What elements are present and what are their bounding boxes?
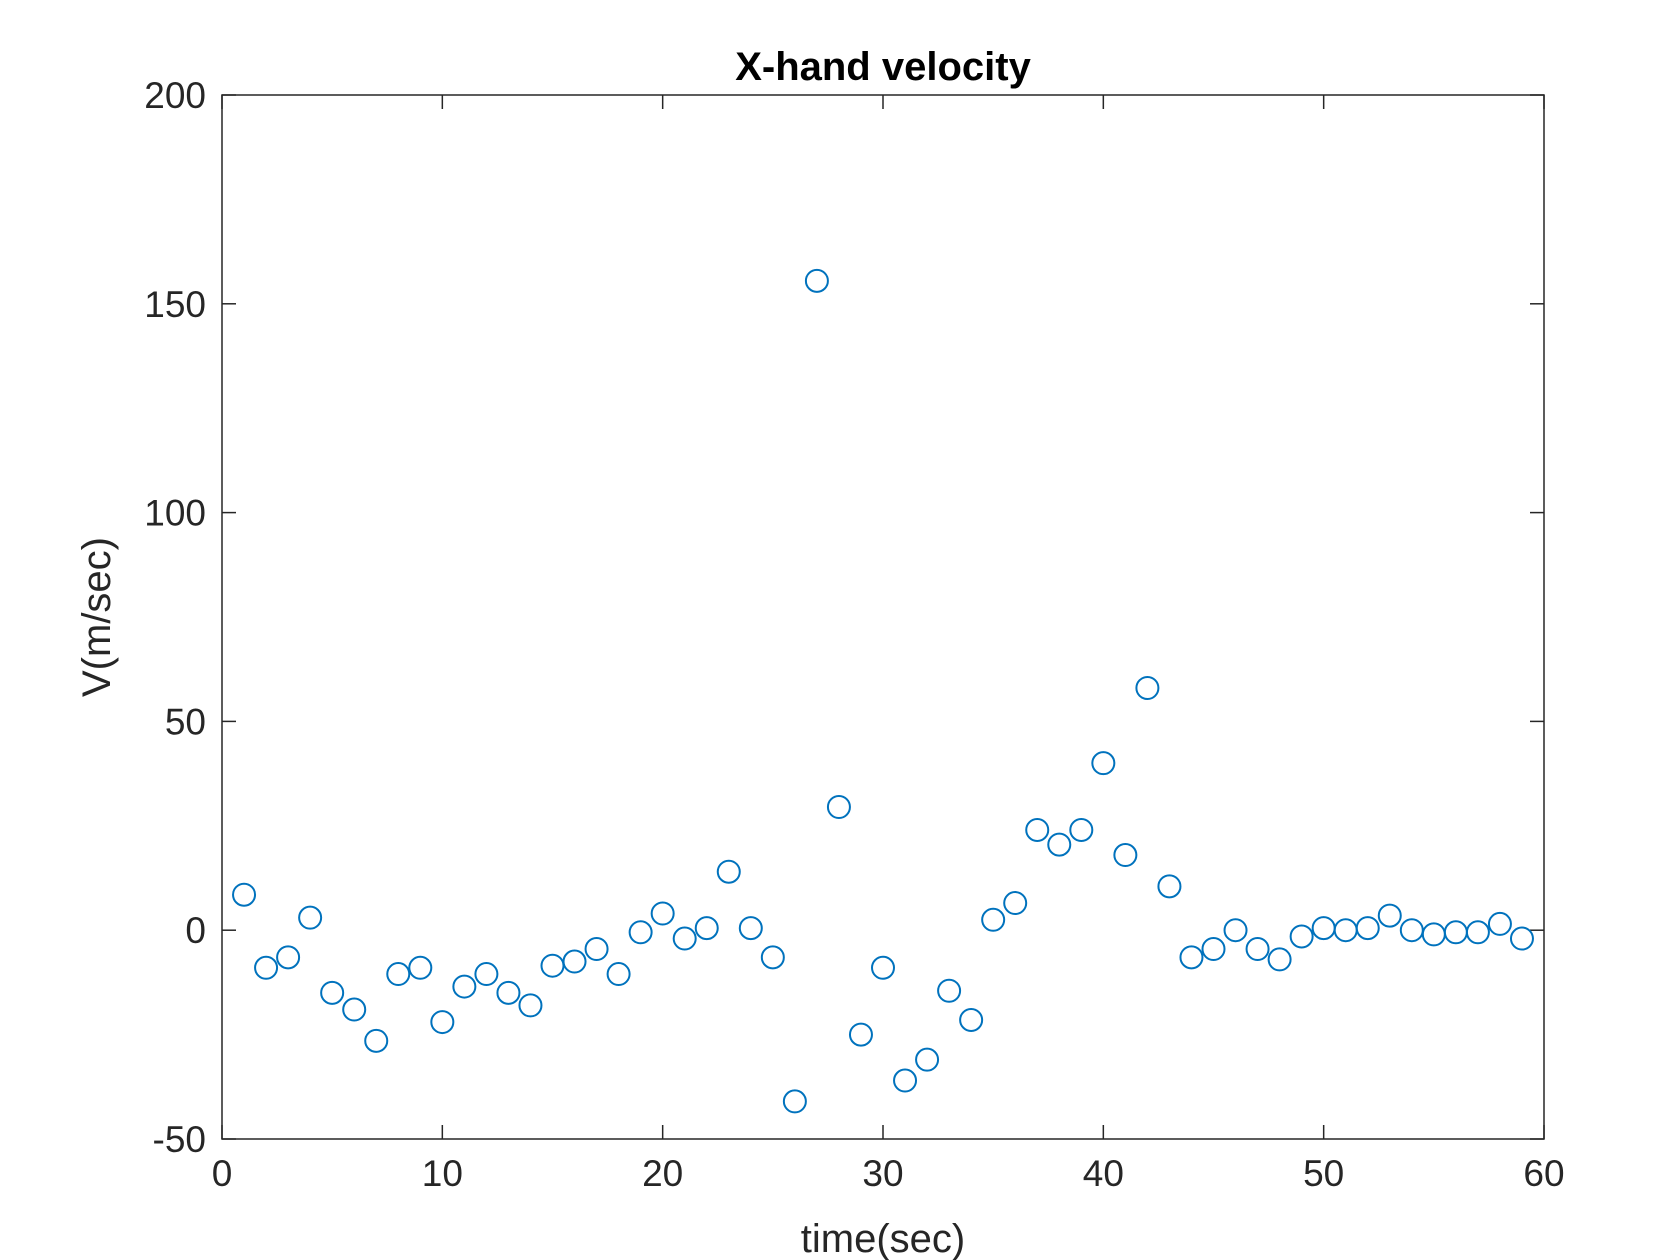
data-point [254, 955, 279, 980]
data-point [1091, 751, 1116, 776]
data-point [1487, 911, 1512, 936]
data-point [782, 1089, 807, 1114]
data-point [320, 980, 345, 1005]
data-point [1113, 843, 1138, 868]
data-point [408, 955, 433, 980]
x-tick-label: 30 [862, 1153, 903, 1194]
data-point [232, 882, 257, 907]
x-tick-label: 50 [1303, 1153, 1344, 1194]
y-axis-label: V(m/sec) [75, 537, 119, 697]
data-point [738, 916, 763, 941]
x-tick-labels: 0 10 20 30 40 50 60 [212, 1153, 1565, 1194]
data-point [430, 1010, 455, 1035]
data-point [848, 1022, 873, 1047]
data-point [1223, 918, 1248, 943]
data-point [298, 905, 323, 930]
data-point [1025, 817, 1050, 842]
tick-marks [221, 94, 1545, 1140]
data-point [1069, 817, 1094, 842]
data-point [1135, 675, 1160, 700]
data-point [1245, 936, 1270, 961]
data-point [1267, 947, 1292, 972]
data-point [716, 859, 741, 884]
data-point [584, 936, 609, 961]
y-tick-label: 150 [144, 284, 206, 325]
data-point [562, 949, 587, 974]
y-tick-label: 0 [185, 910, 206, 951]
data-point [760, 945, 785, 970]
data-point [981, 907, 1006, 932]
y-tick-label: 100 [144, 493, 206, 534]
x-tick-label: 0 [212, 1153, 233, 1194]
data-point [959, 1007, 984, 1032]
data-point [826, 795, 851, 820]
data-point [606, 962, 631, 987]
data-point [1509, 926, 1534, 951]
data-point [694, 916, 719, 941]
data-point [452, 974, 477, 999]
y-tick-label: 50 [165, 701, 206, 742]
data-point [893, 1068, 918, 1093]
data-point [871, 955, 895, 980]
data-point [518, 993, 543, 1018]
y-tick-labels: -50 0 50 100 150 200 [144, 75, 206, 1160]
x-tick-label: 60 [1523, 1153, 1564, 1194]
data-point [342, 997, 367, 1022]
x-tick-label: 40 [1083, 1153, 1124, 1194]
data-point [915, 1047, 940, 1072]
data-point [1157, 874, 1182, 899]
chart-title: X-hand velocity [735, 45, 1031, 89]
data-point [1289, 924, 1314, 949]
x-tick-label: 10 [422, 1153, 463, 1194]
data-point [1201, 936, 1226, 961]
data-point [1465, 920, 1490, 945]
data-point [1179, 945, 1204, 970]
data-point [672, 926, 697, 951]
y-tick-label: -50 [153, 1119, 206, 1160]
data-point [628, 920, 653, 945]
data-point [1377, 903, 1402, 928]
x-tick-label: 20 [642, 1153, 683, 1194]
data-point [276, 945, 301, 970]
data-point [1047, 832, 1072, 857]
data-point [1355, 916, 1380, 941]
plot-area-box [221, 94, 1545, 1140]
data-point [650, 901, 675, 926]
data-point [386, 962, 411, 987]
data-point [364, 1028, 389, 1053]
data-point [937, 978, 962, 1003]
data-point [474, 962, 499, 987]
data-point [496, 980, 521, 1005]
data-point [804, 268, 829, 293]
x-axis-label: time(sec) [801, 1217, 965, 1260]
y-tick-label: 200 [144, 75, 206, 116]
data-point [1003, 891, 1028, 916]
data-points [232, 268, 1534, 1114]
